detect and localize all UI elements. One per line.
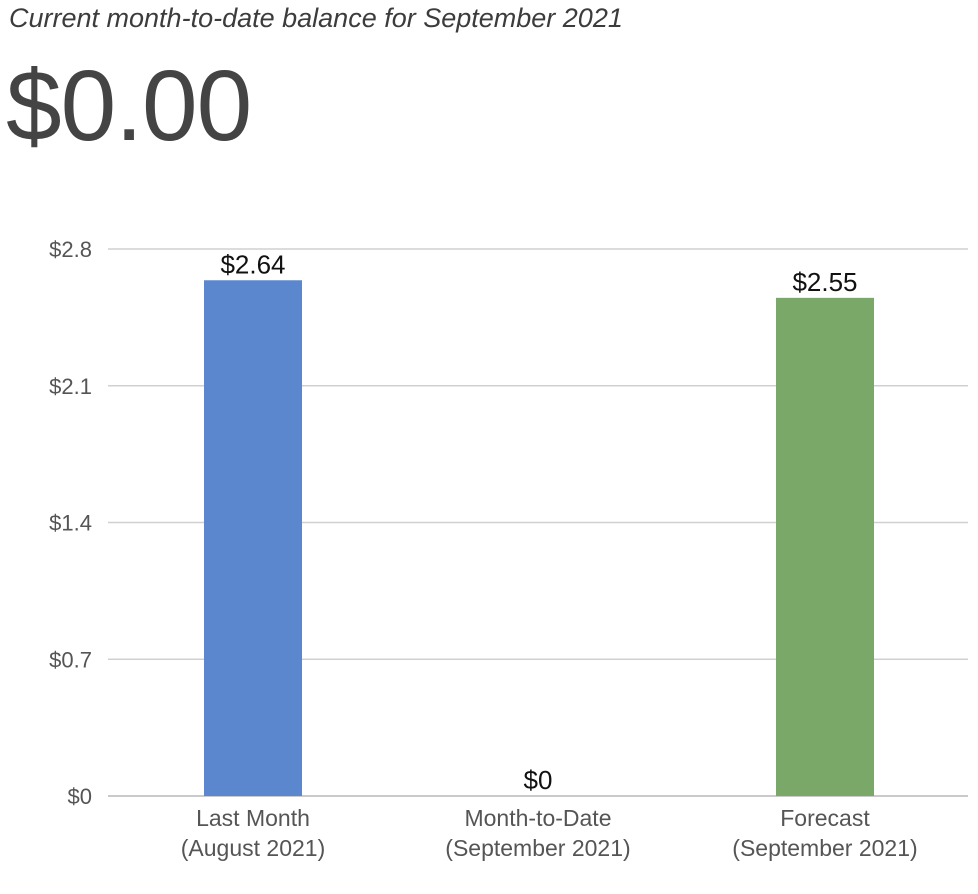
balance-subtitle: Current month-to-date balance for Septem… bbox=[9, 3, 623, 33]
y-tick-label: $1.4 bbox=[49, 511, 92, 536]
bar bbox=[204, 280, 302, 796]
y-tick-label: $2.1 bbox=[49, 374, 92, 399]
x-tick-label: (September 2021) bbox=[732, 835, 917, 861]
data-label: $2.55 bbox=[792, 267, 857, 297]
y-tick-label: $0.7 bbox=[49, 647, 92, 672]
data-label: $0 bbox=[524, 765, 553, 795]
x-tick-label: (August 2021) bbox=[181, 835, 325, 861]
x-tick-label: Month-to-Date bbox=[464, 805, 611, 831]
bar bbox=[776, 297, 874, 796]
x-tick-label: Forecast bbox=[780, 805, 870, 831]
x-tick-label: Last Month bbox=[196, 805, 310, 831]
data-label: $2.64 bbox=[220, 249, 285, 279]
y-tick-label: $2.8 bbox=[49, 237, 92, 262]
y-tick-label: $0 bbox=[68, 784, 92, 809]
x-tick-label: (September 2021) bbox=[445, 835, 630, 861]
balance-amount: $0.00 bbox=[6, 50, 252, 162]
